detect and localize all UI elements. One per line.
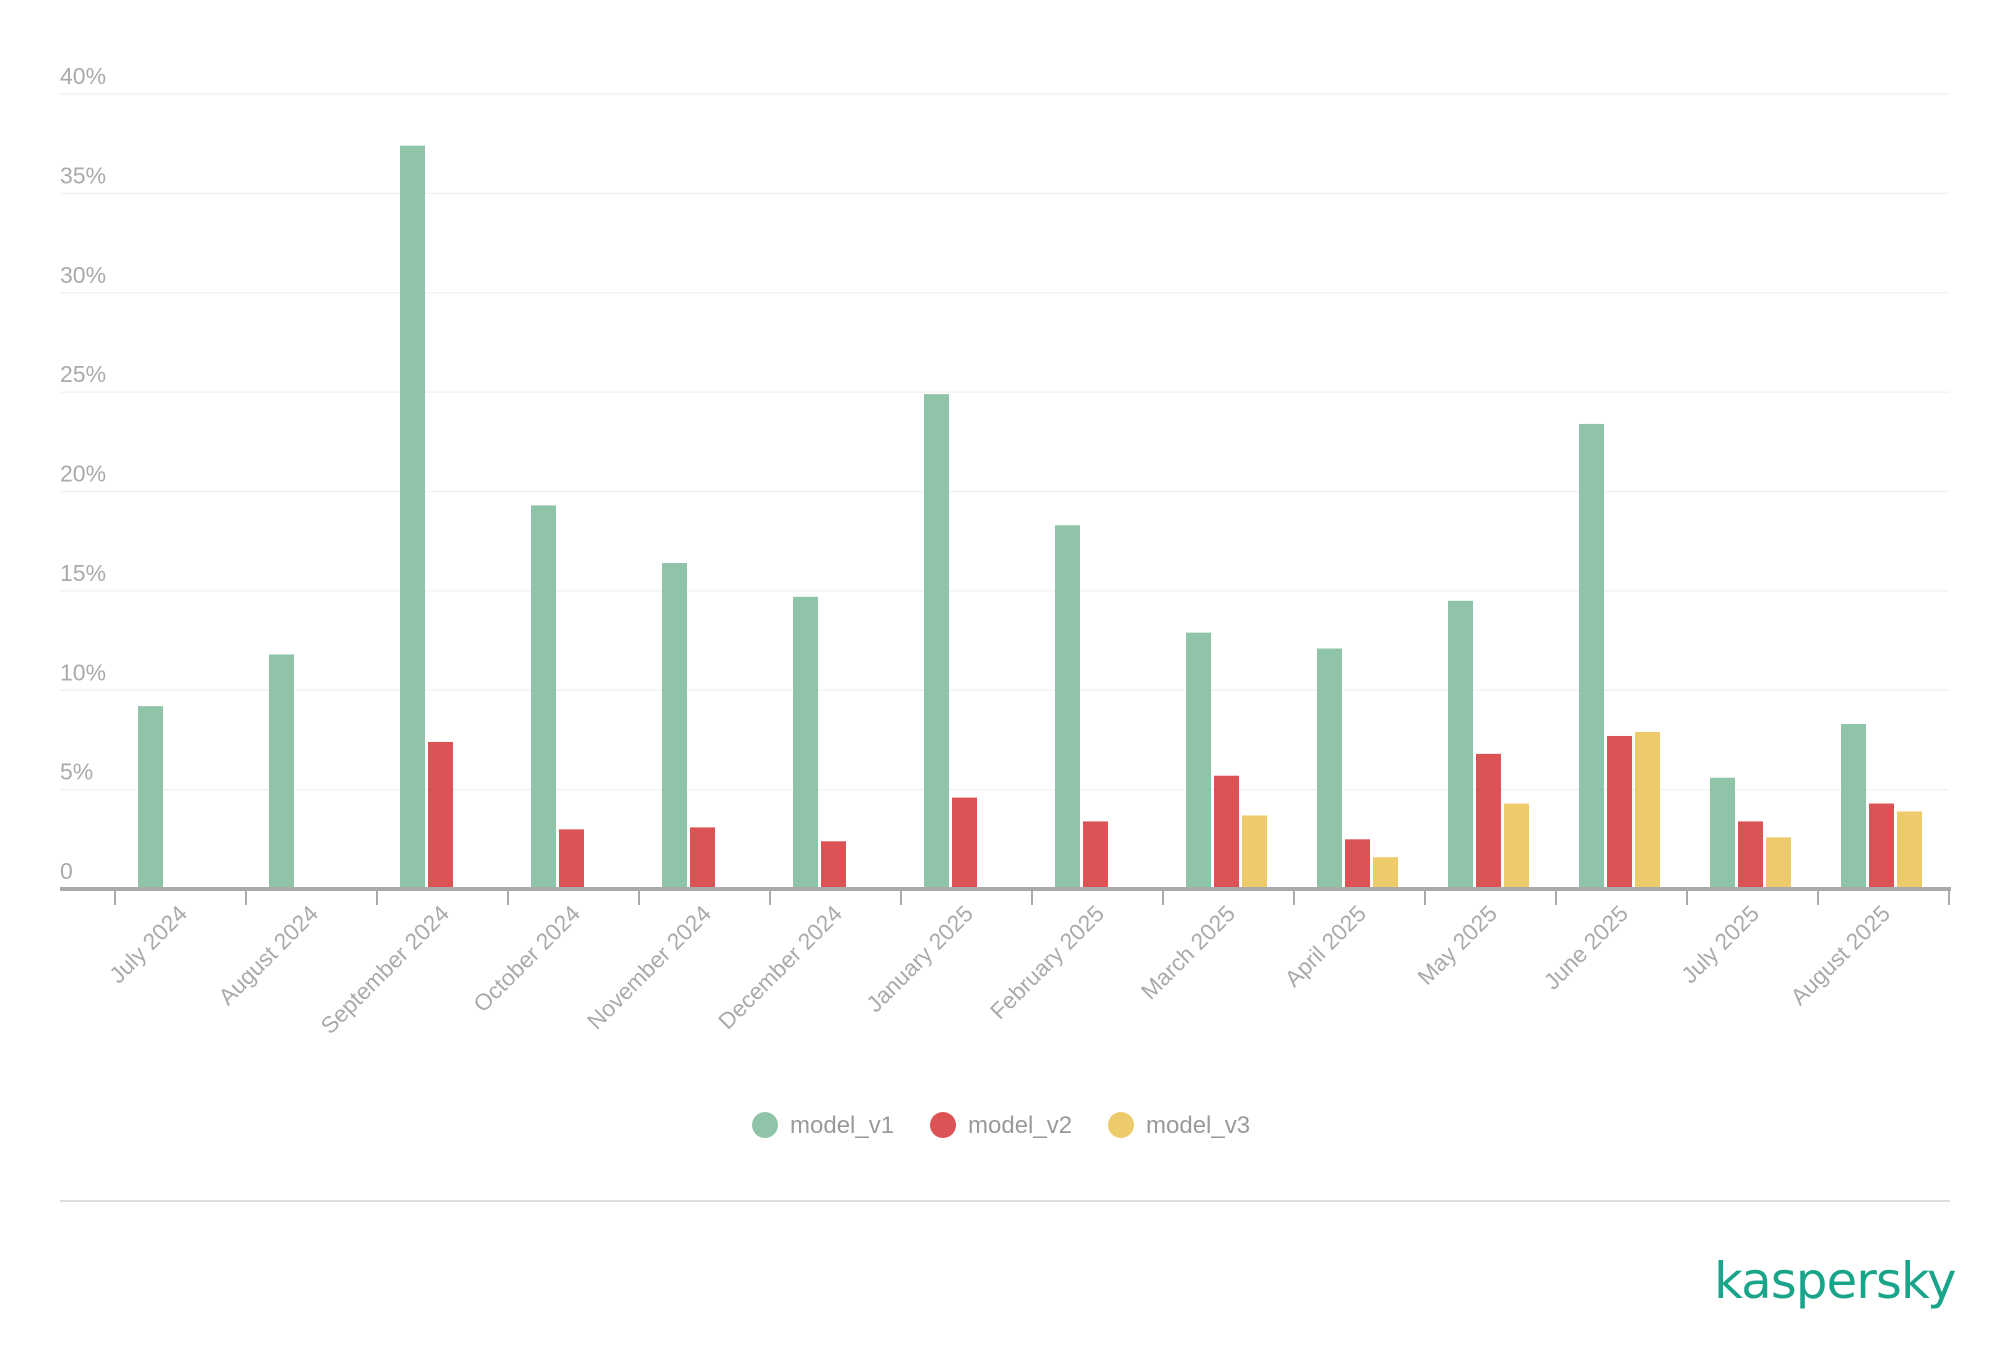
bar-model_v2 <box>1476 753 1501 889</box>
y-axis-ticks: 0 5% 10% 15% 20% 25% 30% 35% 40% <box>60 63 106 884</box>
bar-model_v2 <box>1345 839 1370 889</box>
bar-model_v3 <box>1373 857 1398 889</box>
bar-model_v1 <box>1317 648 1342 889</box>
x-tick-label: February 2025 <box>985 900 1109 1024</box>
legend-swatch <box>930 1112 956 1138</box>
bar-model_v1 <box>662 563 687 889</box>
x-tick-label: June 2025 <box>1539 900 1633 994</box>
bars <box>138 145 1922 890</box>
bar-model_v3 <box>1504 803 1529 889</box>
bar-model_v1 <box>400 145 425 890</box>
x-tick-label: July 2024 <box>104 900 192 988</box>
bar-model_v2 <box>1607 735 1632 889</box>
bar-model_v2 <box>1738 821 1763 889</box>
x-tick-label: August 2025 <box>1785 900 1895 1010</box>
x-tick-label: March 2025 <box>1136 900 1240 1004</box>
y-tick-label: 25% <box>60 361 106 387</box>
bar-model_v3 <box>1897 811 1922 889</box>
bar-model_v1 <box>1579 423 1604 889</box>
legend-label: model_v1 <box>790 1112 894 1139</box>
bar-model_v2 <box>1083 821 1108 889</box>
y-tick-label: 20% <box>60 461 106 487</box>
bar-model_v1 <box>1448 600 1473 889</box>
bar-model_v3 <box>1635 731 1660 889</box>
bar-model_v1 <box>138 706 163 889</box>
x-tick-label: December 2024 <box>713 900 847 1034</box>
y-tick-label: 0 <box>60 858 73 884</box>
bar-model_v2 <box>559 829 584 889</box>
y-tick-label: 40% <box>60 63 106 89</box>
bar-model_v2 <box>690 827 715 889</box>
x-tick-label: January 2025 <box>861 900 978 1017</box>
y-tick-label: 35% <box>60 162 106 188</box>
legend-item-model_v2[interactable]: model_v2 <box>930 1112 1072 1139</box>
bar-model_v1 <box>1710 777 1735 889</box>
bar-model_v1 <box>1186 632 1211 889</box>
legend-label: model_v2 <box>968 1112 1072 1139</box>
bar-model_v1 <box>1055 525 1080 889</box>
legend-item-model_v1[interactable]: model_v1 <box>752 1112 894 1139</box>
y-tick-label: 10% <box>60 659 106 685</box>
bar-model_v3 <box>1766 837 1791 889</box>
x-tick-label: April 2025 <box>1279 900 1371 992</box>
kaspersky-logo: kaspersky <box>1714 1252 1956 1310</box>
bar-model_v1 <box>1841 724 1866 889</box>
x-tick-label: September 2024 <box>315 900 454 1039</box>
bar-model_v2 <box>1869 803 1894 889</box>
y-tick-label: 30% <box>60 262 106 288</box>
bar-model_v2 <box>952 797 977 889</box>
bar-model_v2 <box>1214 775 1239 889</box>
gridlines <box>60 93 1949 791</box>
bar-model_v1 <box>793 596 818 889</box>
x-tick-label: July 2025 <box>1676 900 1764 988</box>
x-tick-label: November 2024 <box>582 900 716 1034</box>
y-tick-label: 15% <box>60 560 106 586</box>
legend: model_v1 model_v2 model_v3 <box>752 1112 1250 1139</box>
legend-swatch <box>1108 1112 1134 1138</box>
legend-item-model_v3[interactable]: model_v3 <box>1108 1112 1250 1139</box>
bar-model_v3 <box>1242 815 1267 889</box>
bar-model_v1 <box>924 394 949 889</box>
bar-model_v1 <box>531 505 556 889</box>
bar-model_v1 <box>269 654 294 889</box>
bar-model_v2 <box>821 841 846 889</box>
x-tick-label: May 2025 <box>1412 900 1502 990</box>
x-tick-label: August 2024 <box>213 900 323 1010</box>
x-tick-label: October 2024 <box>468 900 585 1017</box>
bar-model_v2 <box>428 741 453 889</box>
y-tick-label: 5% <box>60 759 93 785</box>
legend-swatch <box>752 1112 778 1138</box>
legend-label: model_v3 <box>1146 1112 1250 1139</box>
